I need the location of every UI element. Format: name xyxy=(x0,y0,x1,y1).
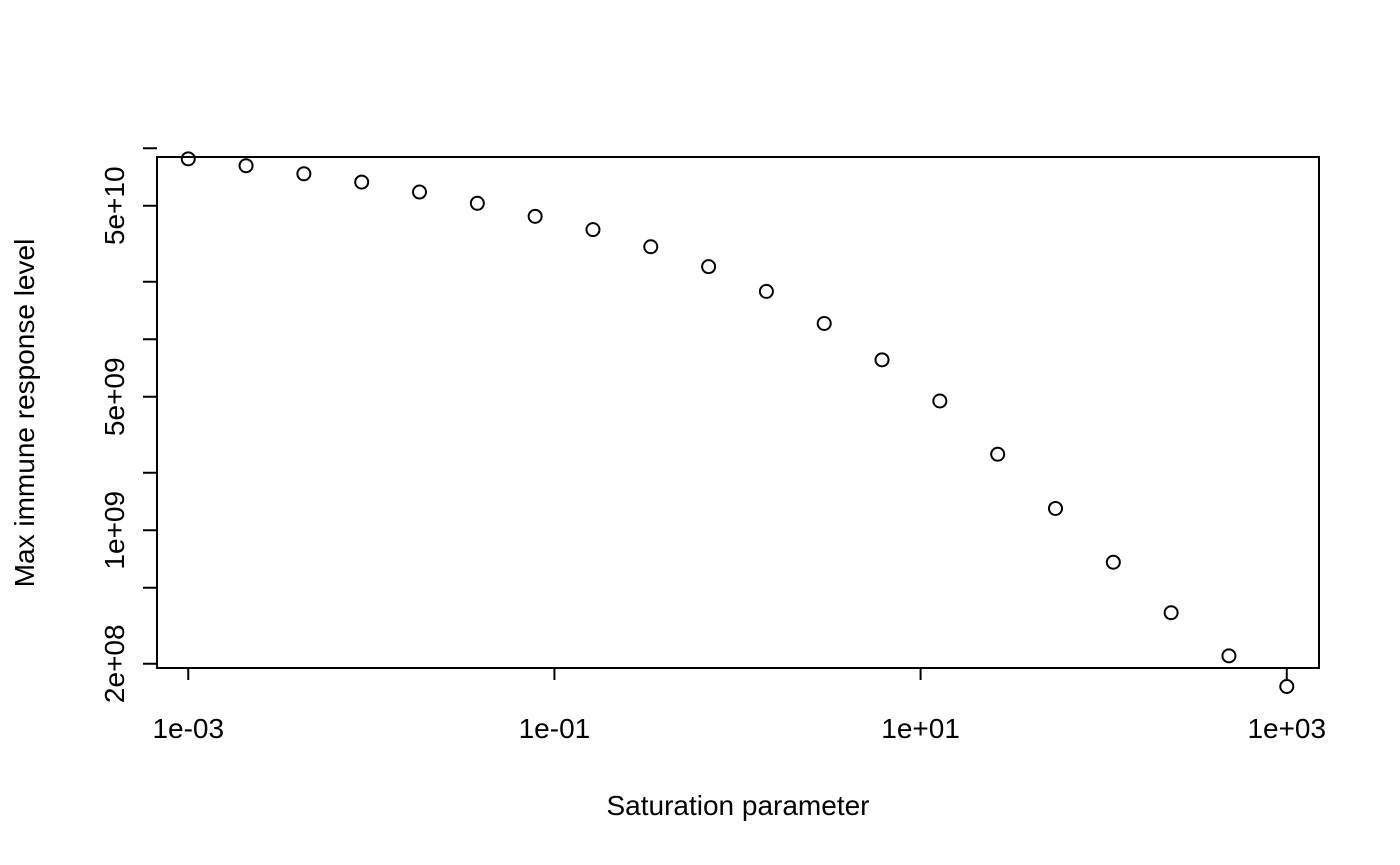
data-point xyxy=(180,151,196,167)
x-tick-label: 1e-03 xyxy=(152,713,224,744)
y-tick-label: 1e+09 xyxy=(99,491,130,570)
x-axis-label: Saturation parameter xyxy=(606,790,869,821)
data-points xyxy=(180,151,1295,695)
data-point xyxy=(238,158,254,174)
x-tick-label: 1e-01 xyxy=(519,713,591,744)
data-point xyxy=(412,184,428,200)
data-point xyxy=(1279,679,1295,695)
y-tick-label: 5e+09 xyxy=(99,357,130,436)
data-point xyxy=(1048,500,1064,516)
data-point xyxy=(296,166,312,182)
data-point xyxy=(354,174,370,190)
data-point xyxy=(469,195,485,211)
data-point xyxy=(527,208,543,224)
plot-frame xyxy=(156,156,1320,669)
data-point xyxy=(932,393,948,409)
plot-frame-group xyxy=(156,156,1320,669)
data-point xyxy=(1221,648,1237,664)
x-axis: 1e-03 1e-01 1e+01 1e+03 xyxy=(152,668,1326,744)
data-point xyxy=(1105,554,1121,570)
data-point xyxy=(585,222,601,238)
x-tick-label: 1e+01 xyxy=(881,713,960,744)
y-tick-label: 2e+08 xyxy=(99,624,130,703)
y-axis: 2e+08 1e+09 5e+09 5e+10 xyxy=(99,147,157,703)
y-tick-label: 5e+10 xyxy=(99,166,130,245)
data-point xyxy=(1163,605,1179,621)
x-tick-label: 1e+03 xyxy=(1247,713,1326,744)
y-axis-label: Max immune response level xyxy=(9,239,40,588)
data-point xyxy=(643,239,659,255)
data-point xyxy=(874,352,890,368)
data-point xyxy=(758,283,774,299)
data-point xyxy=(701,259,717,275)
data-point xyxy=(816,315,832,331)
data-point xyxy=(990,446,1006,462)
